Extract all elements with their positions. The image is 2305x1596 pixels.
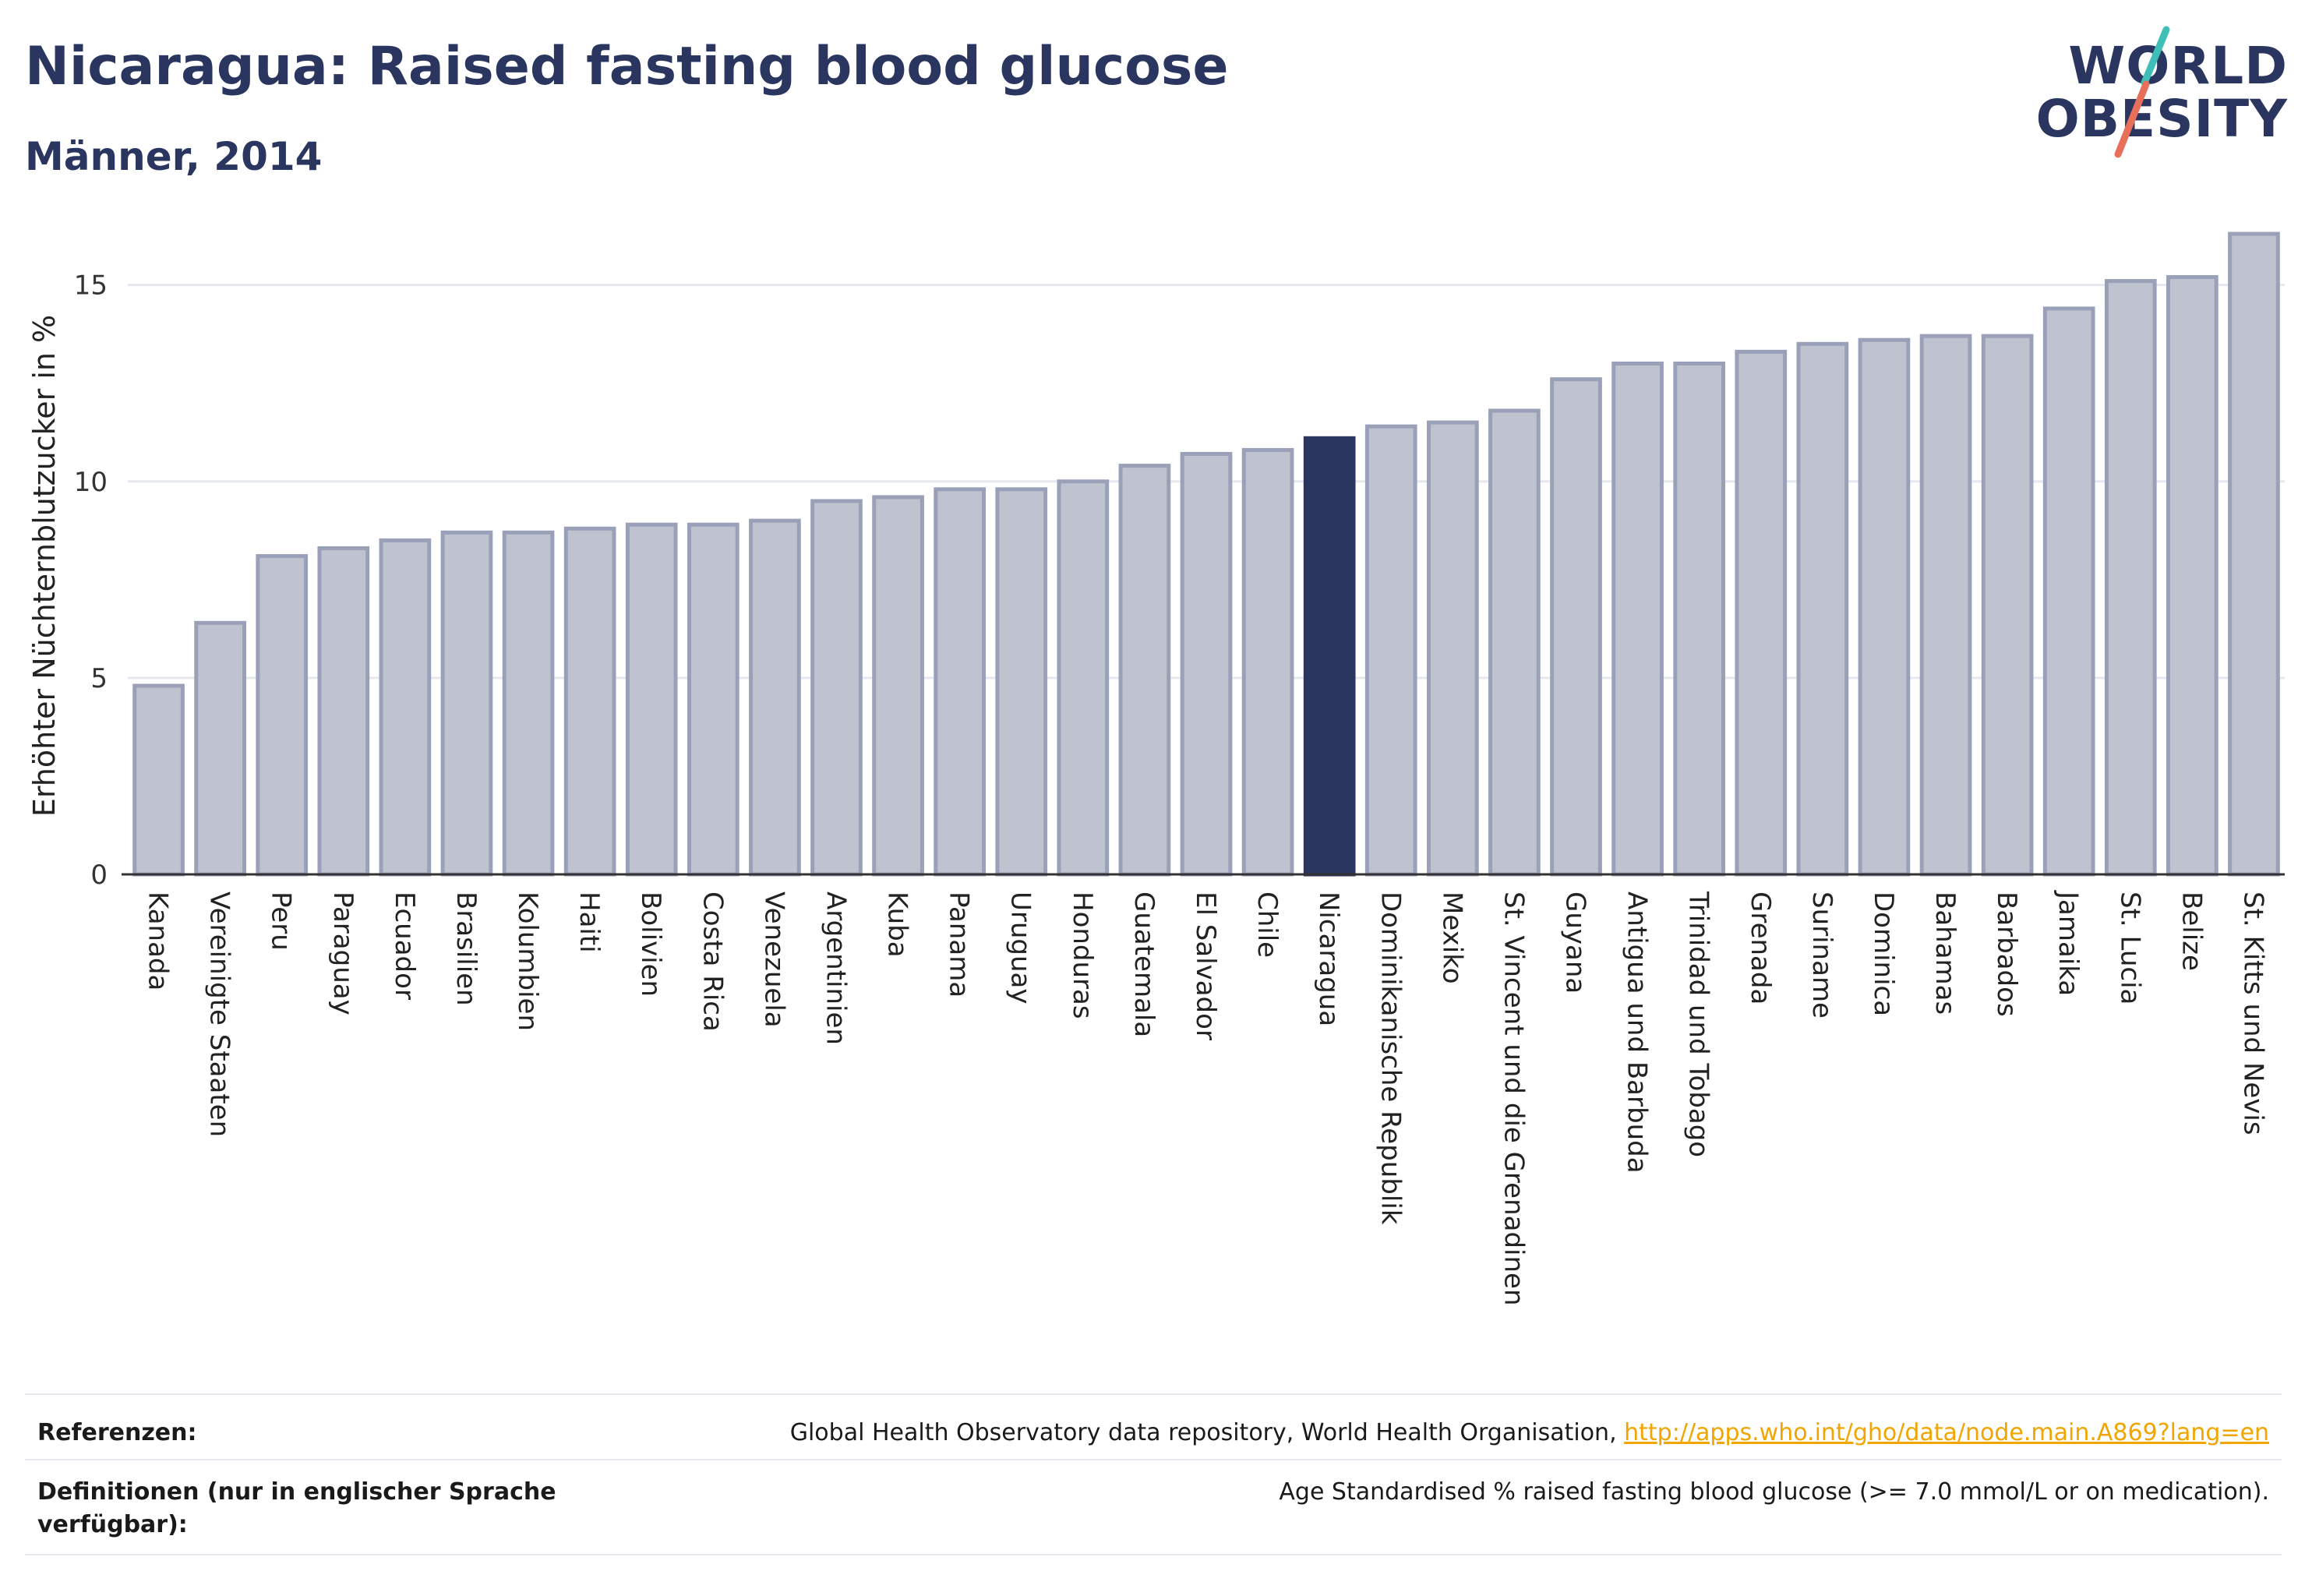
bar — [379, 538, 432, 877]
bar-highlight — [1303, 436, 1356, 877]
bar — [563, 526, 616, 877]
references-label: Referenzen: — [37, 1419, 197, 1446]
x-tick-label: Ecuador — [389, 892, 420, 1000]
x-tick-label: Barbados — [1991, 892, 2022, 1017]
definitions-label: Definitionen (nur in englischer Sprache … — [37, 1478, 556, 1538]
x-tick-label: Brasilien — [450, 892, 482, 1006]
x-tick-label: St. Lucia — [2114, 892, 2145, 1005]
bar — [749, 518, 801, 877]
page-subtitle: Männer, 2014 — [25, 134, 323, 179]
bar — [1118, 464, 1171, 877]
x-tick-label: Venezuela — [758, 892, 789, 1028]
x-tick-label: Nicaragua — [1313, 892, 1344, 1026]
bar — [1550, 377, 1602, 877]
bar — [256, 554, 309, 877]
x-tick-label: Vereinigte Staaten — [204, 892, 235, 1137]
x-tick-label: Bahamas — [1929, 892, 1961, 1015]
y-tick-label: 15 — [74, 270, 108, 302]
x-tick-label: Belize — [2176, 892, 2207, 971]
bar — [934, 487, 987, 877]
x-tick-label: Guatemala — [1128, 892, 1160, 1037]
logo-slash-icon — [2114, 26, 2170, 158]
references-link[interactable]: http://apps.who.int/gho/data/node.main.A… — [1624, 1419, 2269, 1446]
footer-divider — [25, 1554, 2282, 1555]
logo-line-1: WORLD — [2068, 36, 2288, 96]
world-obesity-logo: WORLD OBESITY — [2034, 22, 2291, 170]
x-tick-label: Jamaika — [2053, 890, 2084, 996]
footer-divider — [25, 1459, 2282, 1460]
bar — [1488, 408, 1541, 877]
bar — [1057, 479, 1110, 877]
y-tick-label: 5 — [90, 663, 108, 694]
bar — [1858, 337, 1911, 877]
x-tick-label: Chile — [1251, 892, 1283, 958]
definitions-value: Age Standardised % raised fasting blood … — [1279, 1478, 2269, 1506]
bar — [810, 499, 863, 877]
references-value: Global Health Observatory data repositor… — [790, 1417, 2269, 1449]
x-tick-label: Argentinien — [820, 892, 851, 1045]
x-tick-label: Guyana — [1560, 892, 1591, 994]
x-tick-label: Costa Rica — [697, 892, 728, 1032]
bar — [1611, 361, 1664, 877]
x-tick-label: Antigua und Barbuda — [1622, 892, 1653, 1174]
bar — [687, 522, 740, 877]
page-title: Nicaragua: Raised fasting blood glucose — [25, 36, 1229, 97]
y-tick-label: 10 — [74, 467, 108, 498]
y-axis-label: Erhöhter Nüchternblutzucker in % — [27, 315, 62, 817]
bar — [1673, 361, 1726, 877]
x-tick-label: Honduras — [1067, 892, 1098, 1019]
x-tick-label: Kanada — [143, 892, 174, 990]
bar — [1364, 424, 1417, 877]
bar — [1796, 341, 1849, 877]
bar — [1426, 420, 1479, 877]
bar — [1241, 447, 1294, 877]
bar — [1919, 334, 1972, 877]
x-tick-label: Kuba — [882, 892, 913, 958]
x-tick-label: Mexiko — [1436, 892, 1467, 984]
bar — [502, 530, 555, 877]
x-tick-label: Paraguay — [327, 892, 358, 1015]
bar — [1735, 349, 1788, 877]
x-tick-label: Uruguay — [1005, 892, 1036, 1005]
bar — [132, 683, 185, 877]
bar — [1981, 334, 2034, 877]
bar — [2228, 231, 2280, 877]
footer-divider — [25, 1393, 2282, 1395]
x-tick-label: Peru — [266, 892, 297, 951]
bar-chart: 0 5 10 15 Erhöhter Nüchternblutzucker in % Ka… — [27, 231, 2285, 1306]
x-tick-label: St. Kitts und Nevis — [2237, 892, 2268, 1135]
bar — [995, 487, 1048, 877]
x-tick-label: Kolumbien — [512, 892, 543, 1031]
bar — [625, 522, 678, 877]
bar — [317, 546, 370, 877]
x-tick-label: St. Vincent und die Grenadinen — [1498, 892, 1529, 1306]
y-tick-label: 0 — [90, 860, 108, 891]
bar — [2166, 275, 2219, 877]
bar — [194, 620, 246, 877]
logo-line-2: OBESITY — [2035, 89, 2288, 149]
bar — [440, 530, 493, 877]
x-tick-label: Haiti — [574, 892, 605, 953]
x-tick-label: Bolivien — [635, 892, 666, 997]
x-tick-label: Dominikanische Republik — [1375, 892, 1406, 1225]
bar — [2042, 306, 2095, 877]
x-tick-label: Suriname — [1806, 892, 1837, 1019]
x-tick-label: Grenada — [1745, 892, 1776, 1005]
bar — [1180, 451, 1233, 877]
x-tick-label: Trinidad und Tobago — [1683, 891, 1714, 1157]
bar — [2104, 279, 2157, 877]
x-tick-label: El Salvador — [1190, 892, 1221, 1040]
x-tick-label: Panama — [944, 892, 975, 998]
x-tick-label: Dominica — [1868, 892, 1899, 1016]
references-text: Global Health Observatory data repositor… — [789, 1419, 1625, 1446]
bar — [872, 495, 924, 877]
